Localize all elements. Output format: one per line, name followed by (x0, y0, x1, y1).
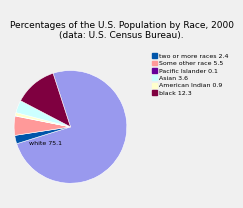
Text: white 75.1: white 75.1 (29, 141, 62, 146)
Wedge shape (16, 101, 70, 127)
Text: Percentages of the U.S. Population by Race, 2000
(data: U.S. Census Bureau).: Percentages of the U.S. Population by Ra… (9, 21, 234, 40)
Wedge shape (14, 116, 70, 135)
Legend: two or more races 2.4, Some other race 5.5, Pacific Islander 0.1, Asian 3.6, Ame: two or more races 2.4, Some other race 5… (151, 52, 229, 97)
Wedge shape (21, 73, 70, 127)
Wedge shape (15, 113, 70, 127)
Wedge shape (15, 127, 70, 144)
Wedge shape (15, 116, 70, 127)
Wedge shape (17, 71, 127, 183)
